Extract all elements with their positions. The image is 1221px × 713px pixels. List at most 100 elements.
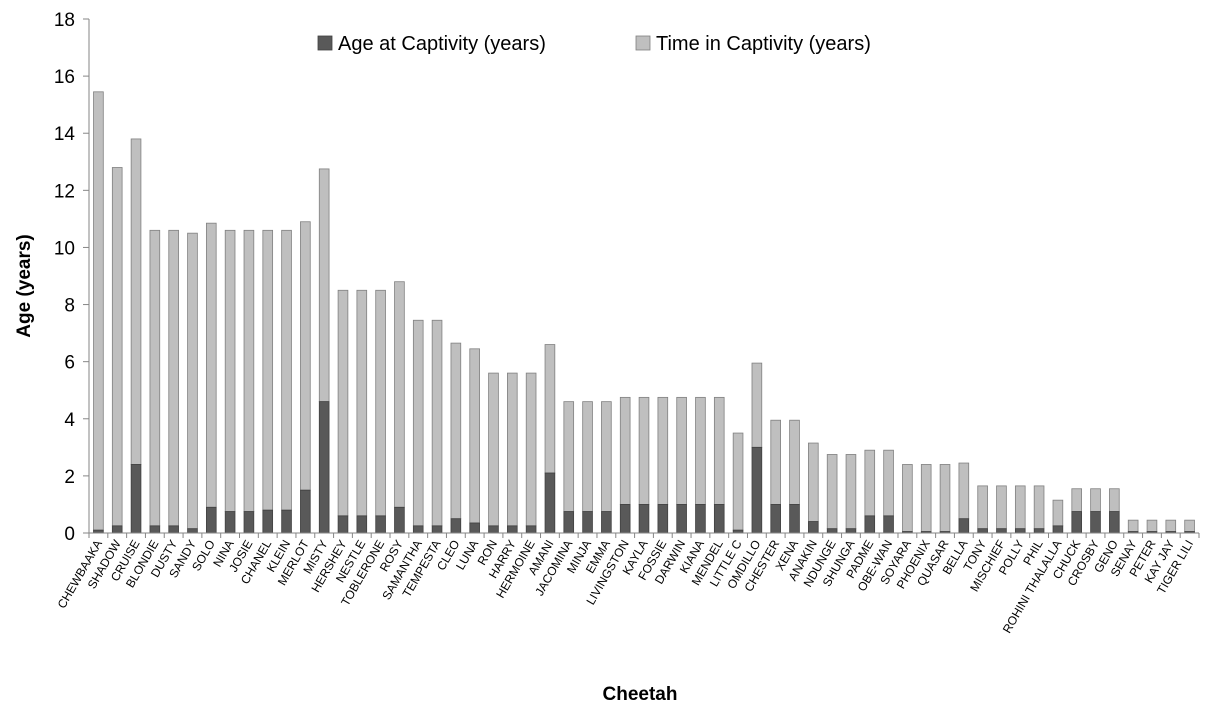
bar-age-at-captivity bbox=[375, 515, 386, 534]
bar-time-in-captivity bbox=[695, 396, 706, 505]
bar-age-at-captivity bbox=[657, 504, 669, 534]
bar-time-in-captivity bbox=[488, 372, 499, 527]
bar-age-at-captivity bbox=[149, 525, 161, 534]
bar-time-in-captivity bbox=[93, 91, 104, 531]
bar-time-in-captivity bbox=[187, 232, 198, 530]
bar-age-at-captivity bbox=[1033, 528, 1045, 534]
bar-time-in-captivity bbox=[977, 485, 988, 530]
bar-time-in-captivity bbox=[337, 289, 349, 517]
legend-swatch-age bbox=[317, 35, 333, 51]
bar-age-at-captivity bbox=[544, 472, 556, 534]
bar-time-in-captivity bbox=[789, 419, 800, 505]
bar-time-in-captivity bbox=[412, 319, 424, 527]
bar-time-in-captivity bbox=[920, 464, 932, 532]
legend: Age at Captivity (years) Time in Captivi… bbox=[317, 33, 871, 55]
y-tick-label: 12 bbox=[54, 181, 75, 202]
bar-age-at-captivity bbox=[394, 506, 405, 534]
bar-age-at-captivity bbox=[676, 504, 687, 534]
legend-label-time: Time in Captivity (years) bbox=[656, 33, 871, 55]
bar-time-in-captivity bbox=[1146, 519, 1158, 532]
legend-label-age: Age at Captivity (years) bbox=[338, 33, 546, 55]
y-tick-label: 10 bbox=[54, 238, 75, 259]
bar-age-at-captivity bbox=[262, 509, 274, 534]
bar-time-in-captivity bbox=[1033, 485, 1045, 530]
bar-age-at-captivity bbox=[431, 525, 443, 534]
bar-time-in-captivity bbox=[130, 138, 142, 465]
bar-age-at-captivity bbox=[1090, 511, 1101, 534]
y-tick-label: 0 bbox=[64, 524, 75, 545]
bar-age-at-captivity bbox=[224, 511, 236, 534]
bar-age-at-captivity bbox=[996, 528, 1007, 534]
bar-age-at-captivity bbox=[337, 515, 349, 534]
bar-time-in-captivity bbox=[243, 229, 255, 512]
bar-time-in-captivity bbox=[1052, 499, 1064, 527]
bar-time-in-captivity bbox=[149, 229, 161, 527]
bar-age-at-captivity bbox=[111, 525, 123, 534]
bar-time-in-captivity bbox=[826, 454, 838, 530]
bar-age-at-captivity bbox=[130, 464, 142, 534]
bar-time-in-captivity bbox=[507, 372, 518, 527]
bar-time-in-captivity bbox=[563, 401, 575, 512]
bar-time-in-captivity bbox=[619, 396, 631, 505]
bar-time-in-captivity bbox=[1127, 519, 1139, 532]
bar-time-in-captivity bbox=[770, 419, 781, 505]
bar-age-at-captivity bbox=[582, 511, 593, 534]
bar-time-in-captivity bbox=[281, 229, 292, 511]
bar-time-in-captivity bbox=[845, 454, 857, 530]
bar-time-in-captivity bbox=[375, 289, 386, 517]
bar-age-at-captivity bbox=[1052, 525, 1064, 534]
bar-time-in-captivity bbox=[939, 464, 951, 532]
bar-time-in-captivity bbox=[713, 396, 725, 505]
bar-time-in-captivity bbox=[996, 485, 1007, 530]
bar-time-in-captivity bbox=[262, 229, 274, 511]
bar-time-in-captivity bbox=[1109, 488, 1120, 512]
bar-time-in-captivity bbox=[751, 362, 763, 448]
bar-age-at-captivity bbox=[525, 525, 537, 534]
bar-time-in-captivity bbox=[394, 281, 405, 508]
bar-time-in-captivity bbox=[300, 221, 311, 491]
bar-time-in-captivity bbox=[1090, 488, 1101, 512]
bar-time-in-captivity bbox=[601, 401, 612, 512]
bar-age-at-captivity bbox=[977, 528, 988, 534]
y-axis-title: Age (years) bbox=[14, 234, 35, 338]
y-tick-label: 4 bbox=[64, 410, 75, 431]
bar-age-at-captivity bbox=[695, 504, 706, 534]
bar-age-at-captivity bbox=[205, 506, 217, 534]
bar-age-at-captivity bbox=[243, 511, 255, 534]
bar-age-at-captivity bbox=[751, 446, 763, 534]
bar-age-at-captivity bbox=[808, 521, 819, 534]
bar-age-at-captivity bbox=[958, 518, 970, 534]
bar-time-in-captivity bbox=[1071, 488, 1083, 512]
y-tick-label: 16 bbox=[54, 67, 75, 88]
bar-age-at-captivity bbox=[1071, 511, 1083, 534]
bar-time-in-captivity bbox=[111, 167, 123, 527]
bar-time-in-captivity bbox=[431, 319, 443, 527]
bar-time-in-captivity bbox=[1014, 485, 1026, 530]
bar-time-in-captivity bbox=[1184, 519, 1195, 532]
bar-age-at-captivity bbox=[450, 518, 462, 534]
bar-time-in-captivity bbox=[224, 229, 236, 512]
bar-time-in-captivity bbox=[469, 348, 480, 524]
bar-time-in-captivity bbox=[638, 396, 650, 505]
bar-time-in-captivity bbox=[168, 229, 179, 527]
bar-age-at-captivity bbox=[187, 528, 198, 534]
bar-time-in-captivity bbox=[902, 464, 913, 532]
bar-age-at-captivity bbox=[281, 509, 292, 534]
bar-time-in-captivity bbox=[544, 344, 556, 474]
y-tick-label: 18 bbox=[54, 10, 75, 31]
bar-age-at-captivity bbox=[638, 504, 650, 534]
bar-time-in-captivity bbox=[864, 449, 876, 517]
bar-age-at-captivity bbox=[713, 504, 725, 534]
bar-age-at-captivity bbox=[826, 528, 838, 534]
y-tick-label: 14 bbox=[54, 124, 76, 145]
bar-time-in-captivity bbox=[958, 462, 970, 520]
bar-age-at-captivity bbox=[601, 511, 612, 534]
bar-age-at-captivity bbox=[318, 401, 330, 534]
bar-time-in-captivity bbox=[582, 401, 593, 512]
bar-age-at-captivity bbox=[864, 515, 876, 534]
bar-age-at-captivity bbox=[770, 504, 781, 534]
bar-age-at-captivity bbox=[168, 525, 179, 534]
bar-time-in-captivity bbox=[657, 396, 669, 505]
bar-time-in-captivity bbox=[883, 449, 894, 517]
